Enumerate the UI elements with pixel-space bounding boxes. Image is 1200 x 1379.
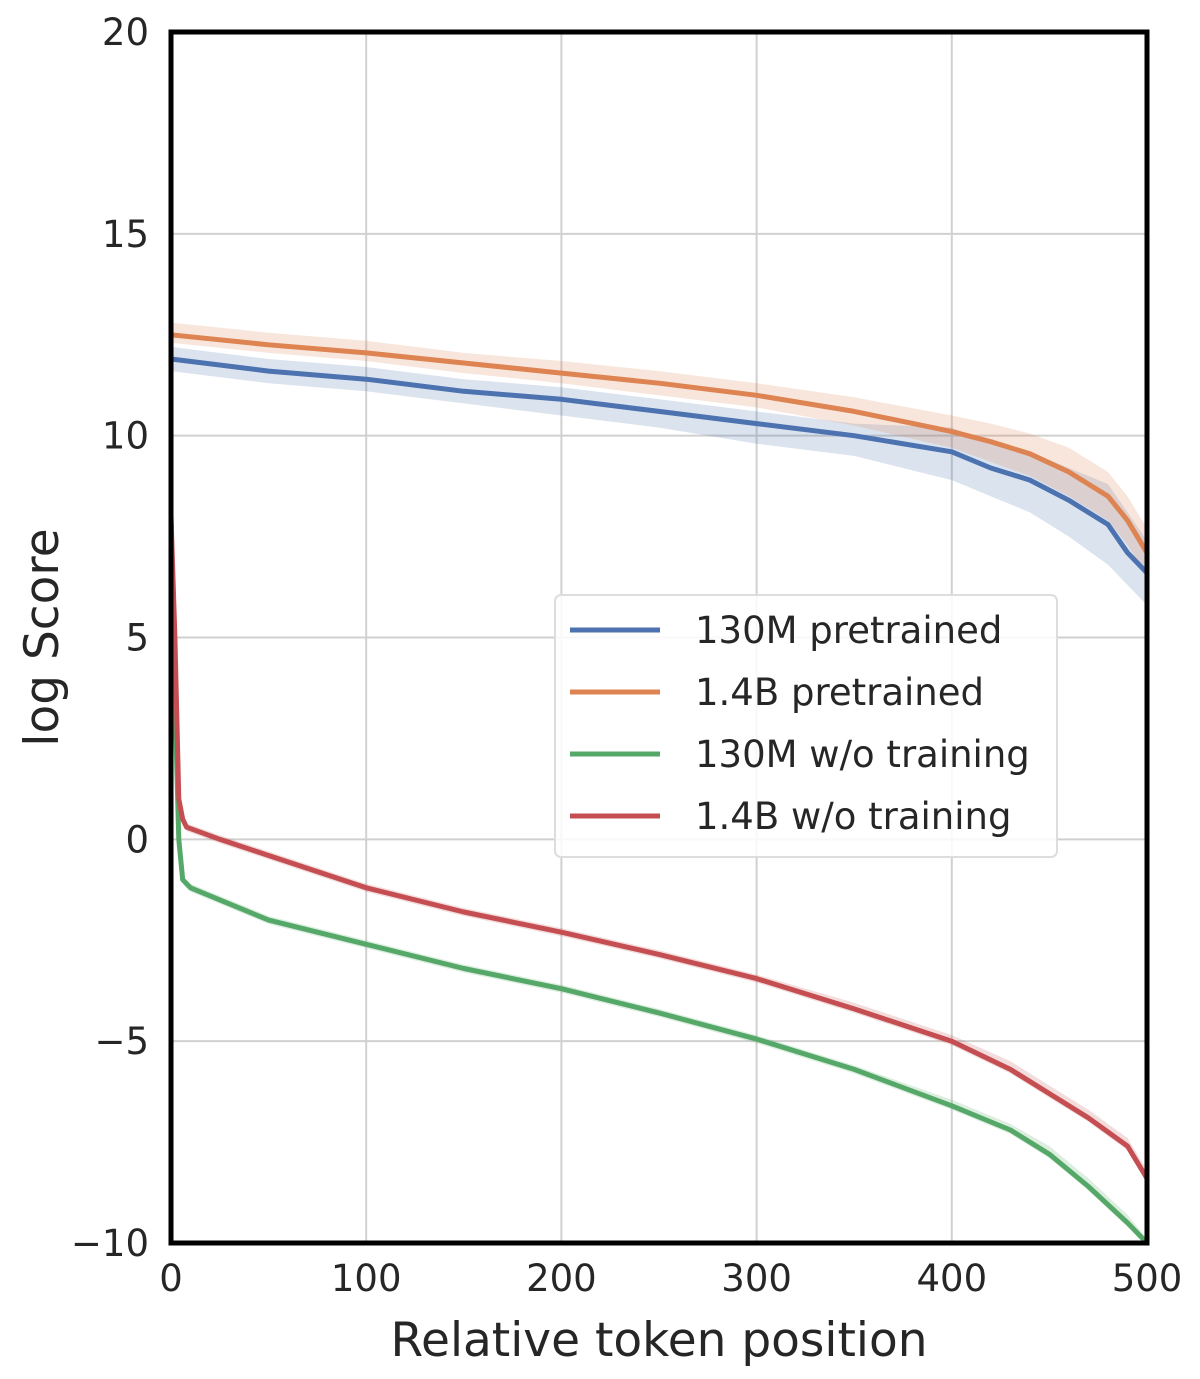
y-tick-label: 10 [102, 415, 149, 458]
legend-label-130m-w-o-training: 130M w/o training [695, 733, 1030, 776]
legend: 130M pretrained 1.4B pretrained 130M w/o t… [554, 594, 1058, 858]
series-line-130m-pretrained [170, 356, 1149, 575]
series-line-1-4b-w-o-training [168, 516, 1150, 1180]
y-tick-labels: −10 −5 0 5 10 15 20 [71, 11, 149, 1265]
y-axis-label: log Score [15, 528, 70, 746]
legend-label-130m-pretrained: 130M pretrained [695, 609, 1002, 652]
y-tick-label: 0 [125, 818, 149, 861]
y-tick-label: 15 [102, 213, 149, 256]
x-tick-label: 0 [159, 1257, 183, 1300]
x-tick-labels: 0 100 200 300 400 500 [159, 1257, 1182, 1300]
series-line-130m-w-o-training [168, 516, 1149, 1245]
band-1-4b-pretrained [171, 322, 1147, 577]
legend-label-1-4b-w-o-training: 1.4B w/o training [695, 795, 1011, 838]
y-tick-label: −5 [94, 1020, 149, 1063]
x-tick-label: 300 [721, 1257, 792, 1300]
plot-frame [168, 29, 1150, 1246]
series-lines [168, 332, 1150, 1245]
x-axis-label: Relative token position [390, 1313, 927, 1368]
y-tick-label: 5 [125, 617, 149, 660]
x-tick-label: 500 [1112, 1257, 1183, 1300]
y-tick-label: −10 [71, 1222, 149, 1265]
legend-label-1-4b-pretrained: 1.4B pretrained [695, 671, 984, 714]
x-tick-label: 200 [526, 1257, 597, 1300]
x-tick-label: 100 [331, 1257, 402, 1300]
legend-box [554, 594, 1058, 858]
y-tick-label: 20 [102, 11, 149, 54]
series-line-1-4b-pretrained [170, 332, 1150, 554]
x-tick-label: 400 [916, 1257, 987, 1300]
